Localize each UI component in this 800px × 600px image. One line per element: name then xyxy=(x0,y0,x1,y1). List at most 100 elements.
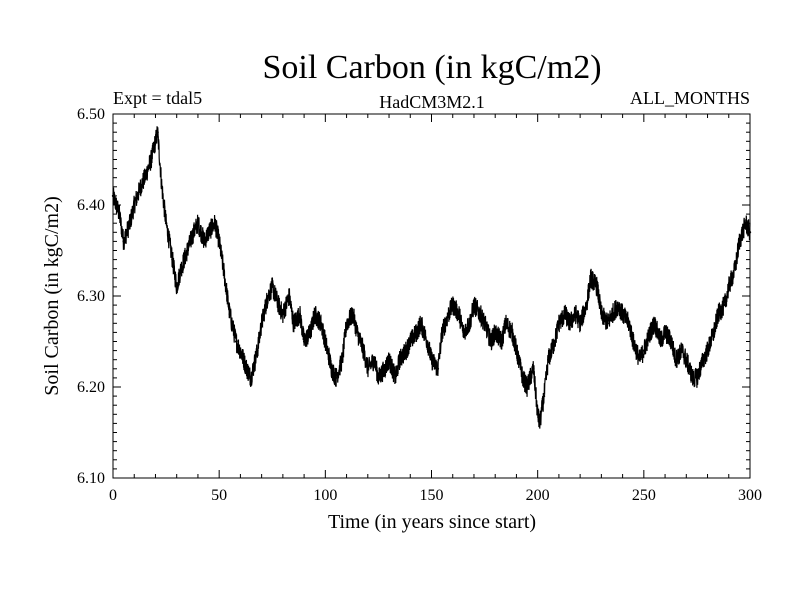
data-point xyxy=(702,358,705,361)
data-point xyxy=(383,367,386,370)
y-tick-label: 6.40 xyxy=(77,197,105,214)
data-point xyxy=(706,349,709,352)
x-tick-label: 200 xyxy=(526,487,550,504)
data-point xyxy=(542,394,546,398)
data-point xyxy=(302,340,306,343)
data-point xyxy=(175,285,178,289)
data-point xyxy=(500,340,503,343)
data-point xyxy=(324,340,327,343)
data-point xyxy=(341,358,344,361)
data-point xyxy=(617,303,620,307)
data-point xyxy=(345,322,348,325)
data-point xyxy=(621,313,624,316)
data-point xyxy=(632,340,635,343)
data-point xyxy=(179,267,183,270)
data-point xyxy=(404,349,408,352)
data-point xyxy=(606,322,609,325)
data-point xyxy=(462,331,465,334)
data-point xyxy=(154,140,157,143)
series-band-line xyxy=(112,126,751,429)
data-point xyxy=(578,322,582,325)
data-point xyxy=(536,413,539,416)
plot-frame xyxy=(112,113,751,479)
data-point xyxy=(515,349,518,352)
data-point xyxy=(171,258,174,261)
data-point xyxy=(733,267,737,270)
data-point xyxy=(330,367,333,370)
tick-marks xyxy=(112,113,751,479)
data-point xyxy=(472,303,476,307)
data-point xyxy=(521,376,524,380)
data-point xyxy=(440,331,444,334)
data-point xyxy=(670,340,673,343)
x-axis-label: Time (in years since start) xyxy=(328,511,536,533)
data-point xyxy=(143,176,147,179)
data-point xyxy=(674,358,677,361)
data-point xyxy=(568,322,571,325)
data-point xyxy=(196,222,200,225)
data-point xyxy=(419,322,423,325)
tick-labels: 0 50 100 150 200 250 300 6.10 6.20 6.30 6.40 6.50 xyxy=(77,106,762,504)
data-point xyxy=(574,313,578,316)
data-point xyxy=(430,358,433,361)
data-point xyxy=(192,231,195,234)
data-point xyxy=(468,322,471,325)
data-point xyxy=(266,294,270,298)
y-tick-label: 6.30 xyxy=(77,288,105,305)
data-point xyxy=(457,313,461,316)
data-point xyxy=(292,322,295,325)
x-tick-label: 100 xyxy=(313,487,337,504)
data-point xyxy=(319,322,323,325)
data-point xyxy=(239,349,242,352)
data-point xyxy=(712,331,716,334)
data-point xyxy=(234,340,238,343)
data-point xyxy=(564,313,567,316)
data-point xyxy=(479,313,482,316)
data-point xyxy=(277,303,280,307)
data-point xyxy=(447,313,450,316)
chart-title: Soil Carbon (in kgC/m2) xyxy=(262,49,601,86)
data-point xyxy=(504,322,508,325)
data-point xyxy=(288,294,291,298)
data-point xyxy=(538,422,541,425)
data-point xyxy=(557,322,561,325)
data-point xyxy=(595,285,599,289)
data-point xyxy=(585,303,588,307)
data-point xyxy=(313,313,316,316)
data-point xyxy=(426,340,429,343)
data-point xyxy=(532,367,535,370)
data-point xyxy=(600,313,603,316)
data-point xyxy=(122,240,125,243)
data-point xyxy=(351,313,355,316)
data-point xyxy=(398,358,401,361)
x-tick-label: 300 xyxy=(738,487,762,504)
data-point xyxy=(685,358,688,361)
data-point xyxy=(281,313,285,316)
y-tick-label: 6.10 xyxy=(77,470,105,487)
data-point xyxy=(139,185,142,188)
data-point xyxy=(245,367,248,370)
data-point xyxy=(610,313,614,316)
data-point xyxy=(436,367,440,370)
data-point xyxy=(366,367,369,370)
chart-subtitle-left: Expt = tdal5 xyxy=(113,88,202,108)
data-point xyxy=(133,203,136,207)
data-point xyxy=(663,331,667,334)
data-point xyxy=(738,240,741,243)
data-point xyxy=(249,376,253,380)
data-point xyxy=(164,222,168,225)
data-point xyxy=(298,313,302,316)
data-point xyxy=(409,340,412,343)
data-point xyxy=(334,376,338,380)
data-point xyxy=(489,340,493,343)
data-point xyxy=(160,185,164,188)
data-point xyxy=(309,331,312,334)
data-point xyxy=(150,158,153,161)
data-point xyxy=(203,240,206,243)
data-point xyxy=(355,331,359,334)
data-point xyxy=(372,358,376,361)
chart-subtitle-right: ALL_MONTHS xyxy=(630,88,750,108)
data-point xyxy=(394,376,397,380)
data-point xyxy=(256,349,259,352)
